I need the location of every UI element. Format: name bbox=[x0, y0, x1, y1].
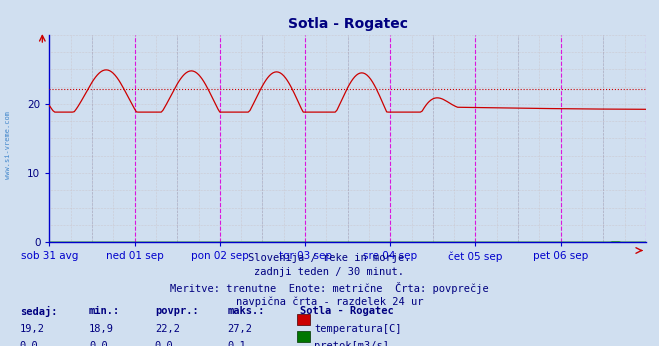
Text: 0,0: 0,0 bbox=[20, 341, 38, 346]
Text: maks.:: maks.: bbox=[227, 306, 265, 316]
Text: 27,2: 27,2 bbox=[227, 324, 252, 334]
Text: Sotla - Rogatec: Sotla - Rogatec bbox=[300, 306, 393, 316]
Text: navpična črta - razdelek 24 ur: navpična črta - razdelek 24 ur bbox=[236, 296, 423, 307]
Text: sedaj:: sedaj: bbox=[20, 306, 57, 317]
Title: Sotla - Rogatec: Sotla - Rogatec bbox=[287, 17, 408, 31]
Text: 0,0: 0,0 bbox=[89, 341, 107, 346]
Text: www.si-vreme.com: www.si-vreme.com bbox=[5, 111, 11, 179]
Text: temperatura[C]: temperatura[C] bbox=[314, 324, 402, 334]
Text: povpr.:: povpr.: bbox=[155, 306, 198, 316]
Text: pretok[m3/s]: pretok[m3/s] bbox=[314, 341, 389, 346]
Text: 0,1: 0,1 bbox=[227, 341, 246, 346]
Text: 19,2: 19,2 bbox=[20, 324, 45, 334]
Text: 0,0: 0,0 bbox=[155, 341, 173, 346]
Text: Meritve: trenutne  Enote: metrične  Črta: povprečje: Meritve: trenutne Enote: metrične Črta: … bbox=[170, 282, 489, 294]
Text: zadnji teden / 30 minut.: zadnji teden / 30 minut. bbox=[254, 267, 405, 277]
Text: Slovenija / reke in morje.: Slovenija / reke in morje. bbox=[248, 253, 411, 263]
Text: 22,2: 22,2 bbox=[155, 324, 180, 334]
Text: 18,9: 18,9 bbox=[89, 324, 114, 334]
Text: min.:: min.: bbox=[89, 306, 120, 316]
